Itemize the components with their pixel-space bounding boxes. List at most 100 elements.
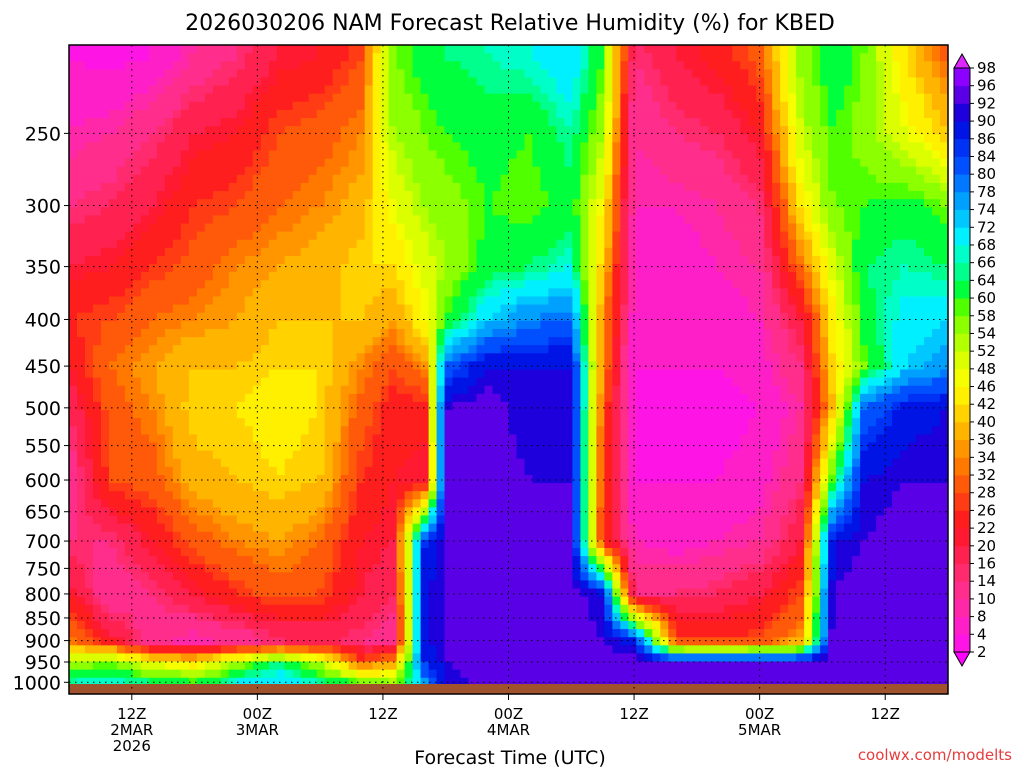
heatmap-cell: [252, 483, 262, 492]
heatmap-cell: [300, 231, 310, 241]
heatmap-cell: [172, 426, 182, 435]
heatmap-cell: [276, 491, 286, 500]
heatmap-cell: [316, 669, 326, 679]
heatmap-cell: [484, 653, 494, 663]
heatmap-cell: [92, 466, 102, 476]
heatmap-cell: [300, 215, 310, 225]
heatmap-cell: [564, 199, 574, 208]
heatmap-cell: [236, 77, 246, 87]
heatmap-cell: [524, 669, 534, 679]
heatmap-cell: [188, 320, 198, 330]
heatmap-cell: [412, 653, 422, 663]
heatmap-cell: [500, 515, 510, 525]
heatmap-cell: [316, 255, 326, 265]
heatmap-cell: [460, 393, 470, 403]
heatmap-cell: [484, 118, 494, 127]
heatmap-cell: [228, 499, 238, 509]
heatmap-cell: [516, 77, 526, 87]
heatmap-cell: [188, 620, 198, 630]
heatmap-cell: [372, 61, 382, 70]
heatmap-cell: [444, 426, 454, 435]
heatmap-cell: [396, 264, 406, 273]
heatmap-cell: [436, 239, 446, 249]
heatmap-cell: [404, 564, 414, 573]
heatmap-cell: [300, 491, 310, 500]
heatmap-cell: [356, 61, 366, 70]
heatmap-cell: [532, 328, 542, 338]
heatmap-cell: [444, 199, 454, 208]
heatmap-cell: [284, 223, 294, 233]
heatmap-cell: [164, 604, 174, 614]
heatmap-cell: [516, 612, 526, 622]
heatmap-cell: [476, 507, 486, 517]
heatmap-cell: [236, 677, 246, 687]
heatmap-cell: [540, 191, 550, 200]
heatmap-cell: [172, 69, 182, 79]
heatmap-cell: [236, 328, 246, 338]
heatmap-cell: [140, 158, 150, 168]
heatmap-cell: [236, 377, 246, 387]
heatmap-cell: [396, 69, 406, 79]
heatmap-cell: [69, 288, 78, 298]
heatmap-cell: [148, 620, 158, 630]
heatmap-cell: [476, 77, 486, 87]
heatmap-cell: [212, 458, 222, 468]
heatmap-cell: [172, 442, 182, 452]
heatmap-cell: [388, 345, 398, 354]
heatmap-cell: [260, 466, 270, 476]
heatmap-cell: [532, 223, 542, 233]
heatmap-cell: [380, 547, 390, 557]
heatmap-cell: [556, 53, 566, 62]
heatmap-cell: [404, 337, 414, 346]
heatmap-cell: [420, 320, 430, 330]
heatmap-cell: [284, 272, 294, 281]
heatmap-cell: [204, 491, 214, 500]
heatmap-cell: [300, 264, 310, 273]
heatmap-cell: [116, 77, 126, 87]
heatmap-cell: [348, 85, 358, 95]
heatmap-cell: [324, 539, 334, 549]
heatmap-cell: [108, 223, 118, 233]
heatmap-cell: [500, 564, 510, 573]
heatmap-cell: [140, 134, 150, 143]
heatmap-cell: [348, 199, 358, 208]
heatmap-cell: [548, 645, 558, 655]
heatmap-cell: [516, 272, 526, 281]
heatmap-cell: [532, 264, 542, 273]
heatmap-cell: [508, 483, 518, 492]
heatmap-cell: [204, 142, 214, 152]
heatmap-cell: [228, 531, 238, 541]
heatmap-cell: [364, 596, 374, 606]
heatmap-cell: [532, 426, 542, 435]
heatmap-cell: [540, 231, 550, 241]
heatmap-cell: [324, 523, 334, 533]
heatmap-cell: [340, 199, 350, 208]
heatmap-cell: [244, 523, 254, 533]
heatmap-cell: [372, 620, 382, 630]
heatmap-cell: [292, 166, 302, 176]
heatmap-cell: [564, 296, 574, 306]
heatmap-cell: [324, 191, 334, 200]
heatmap-cell: [452, 191, 462, 200]
heatmap-cell: [532, 604, 542, 614]
heatmap-cell: [460, 426, 470, 435]
heatmap-cell: [268, 353, 278, 362]
heatmap-cell: [276, 596, 286, 606]
heatmap-cell: [476, 588, 486, 598]
heatmap-cell: [76, 604, 86, 614]
heatmap-cell: [356, 434, 366, 444]
heatmap-cell: [84, 442, 94, 452]
heatmap-cell: [388, 547, 398, 557]
heatmap-cell: [540, 353, 550, 362]
heatmap-cell: [244, 458, 254, 468]
heatmap-cell: [148, 150, 158, 160]
heatmap-cell: [500, 377, 510, 387]
heatmap-cell: [420, 53, 430, 62]
heatmap-cell: [188, 523, 198, 533]
heatmap-cell: [444, 255, 454, 265]
heatmap-cell: [380, 401, 390, 411]
heatmap-cell: [236, 53, 246, 62]
heatmap-cell: [220, 328, 230, 338]
heatmap-cell: [132, 69, 142, 79]
heatmap-cell: [404, 515, 414, 525]
